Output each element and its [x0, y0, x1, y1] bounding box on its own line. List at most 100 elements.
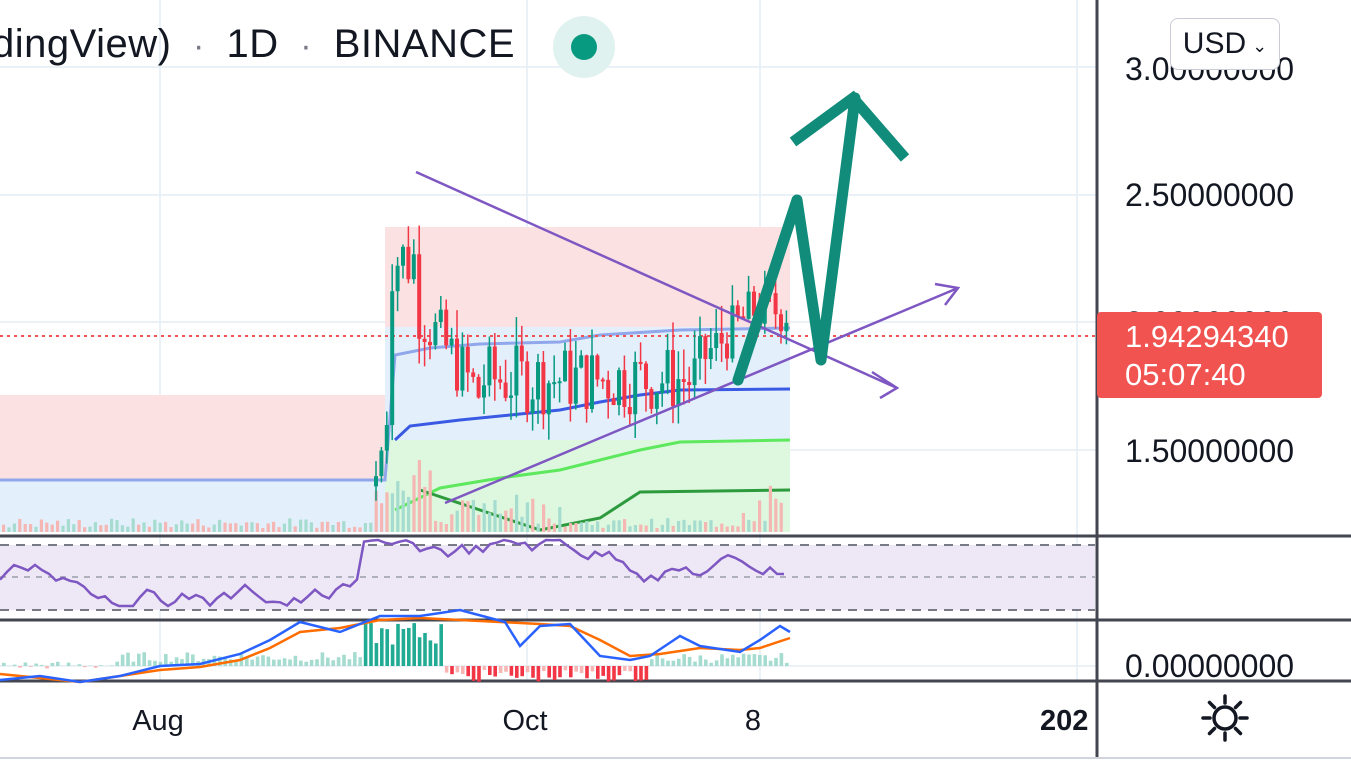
- volume-bar: [455, 510, 459, 532]
- volume-bar: [147, 526, 151, 532]
- volume-bar: [315, 527, 319, 532]
- candle: [519, 345, 524, 362]
- candle: [714, 332, 719, 349]
- macd-histogram-bar: [401, 629, 406, 666]
- market-open-dot-icon: [571, 34, 597, 60]
- volume-bar: [758, 500, 762, 532]
- candle: [584, 355, 589, 409]
- candle: [465, 346, 470, 373]
- volume-bar: [617, 520, 621, 532]
- gear-icon[interactable]: [1200, 693, 1250, 743]
- volume-bar: [444, 523, 448, 532]
- volume-bar: [88, 526, 92, 532]
- candle: [595, 355, 600, 380]
- candle: [379, 450, 384, 477]
- last-price-value: 1.94294340: [1125, 319, 1289, 354]
- candle: [460, 346, 465, 391]
- candle: [708, 348, 713, 360]
- macd-histogram-bar: [169, 661, 173, 666]
- macd-histogram-bar: [174, 657, 179, 666]
- macd-histogram-bar: [585, 666, 589, 679]
- candle: [703, 336, 708, 360]
- volume-bar: [768, 485, 772, 532]
- chart-title[interactable]: dingView) · 1D · BINANCE: [0, 22, 515, 67]
- time-axis[interactable]: Aug Oct 8 202: [132, 705, 1088, 737]
- ascending-trendline[interactable]: [444, 286, 959, 505]
- macd-histogram-bar: [380, 628, 384, 666]
- volume-bar: [50, 524, 54, 532]
- volume-bar: [201, 525, 205, 532]
- macd-histogram-bar: [623, 666, 627, 671]
- candle: [455, 338, 459, 391]
- candle: [476, 376, 481, 398]
- macd-histogram-bar: [563, 666, 568, 671]
- volume-bar: [428, 470, 432, 532]
- volume-bar: [401, 490, 405, 532]
- candle: [498, 379, 503, 383]
- macd-histogram-bar: [288, 659, 292, 666]
- macd-histogram-bar: [126, 652, 130, 666]
- volume-bar: [369, 522, 373, 532]
- volume-bar: [207, 527, 211, 532]
- projection-zigzag-arrow[interactable]: [732, 92, 861, 386]
- macd-histogram-bar: [272, 659, 276, 666]
- macd-histogram-bar: [34, 663, 38, 666]
- volume-bar: [385, 492, 389, 532]
- candle: [406, 246, 411, 280]
- macd-histogram-bar: [299, 660, 303, 666]
- volume-bar: [574, 523, 578, 532]
- volume-bar: [174, 524, 178, 532]
- volume-bar: [585, 521, 589, 532]
- macd-histogram-bar: [574, 666, 578, 672]
- macd-histogram-bar: [482, 666, 487, 671]
- volume-bar: [326, 521, 330, 532]
- volume-bar: [234, 523, 238, 532]
- volume-bar: [547, 518, 551, 532]
- candle: [428, 341, 432, 346]
- candle: [719, 332, 724, 344]
- volume-bar: [212, 524, 216, 532]
- volume-bar: [120, 525, 124, 532]
- macd-histogram-bar: [509, 666, 514, 676]
- candle: [525, 361, 530, 414]
- macd-histogram-bar: [326, 657, 330, 666]
- macd-histogram-bar: [752, 654, 757, 666]
- macd-histogram-bar: [2, 662, 6, 666]
- macd-histogram-bar: [520, 666, 524, 677]
- macd-histogram-bar: [687, 656, 692, 666]
- volume-bar: [704, 522, 708, 532]
- macd-histogram-bar: [531, 666, 535, 678]
- macd-line: [0, 608, 791, 684]
- volume-bar: [542, 504, 546, 532]
- rsi-band-background: [0, 545, 1095, 610]
- symbol-label: dingView): [0, 22, 172, 66]
- macd-histogram-bar: [660, 658, 665, 666]
- macd-histogram-bar: [720, 654, 724, 666]
- volume-bar: [623, 519, 627, 532]
- macd-histogram-bar: [191, 654, 195, 666]
- macd-histogram-bar: [655, 655, 659, 666]
- volume-bar: [666, 518, 670, 532]
- macd-histogram-bar: [639, 666, 643, 681]
- volume-bar: [687, 525, 691, 532]
- macd-histogram-bar: [309, 659, 314, 666]
- volume-bar: [612, 520, 616, 532]
- volume-bar: [131, 518, 135, 532]
- volume-bar: [779, 502, 783, 532]
- market-status-indicator[interactable]: [553, 16, 615, 78]
- macd-histogram-bar: [596, 666, 600, 679]
- interval-label: 1D: [226, 22, 279, 66]
- volume-bar: [282, 523, 286, 532]
- macd-histogram-bar: [612, 666, 616, 681]
- currency-selector[interactable]: USD ⌄: [1170, 18, 1280, 70]
- volume-bar: [250, 522, 254, 532]
- volume-bar: [277, 527, 281, 532]
- volume-bar: [412, 475, 416, 532]
- macd-histogram-bar: [698, 655, 703, 666]
- candle: [773, 293, 778, 315]
- candle: [374, 476, 378, 487]
- volume-bar: [590, 524, 594, 532]
- volume-bar: [736, 526, 740, 532]
